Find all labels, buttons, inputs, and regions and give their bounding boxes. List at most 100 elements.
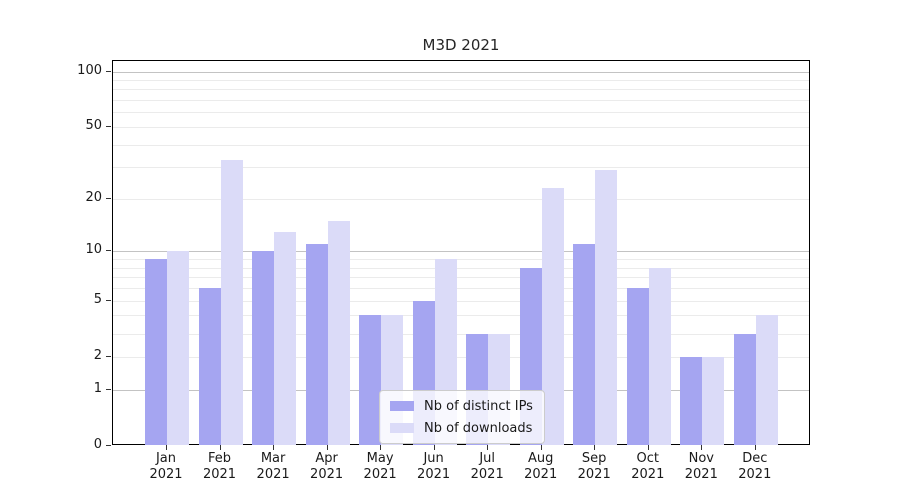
x-tick-month: Dec bbox=[742, 451, 768, 466]
x-tick-month: Sep bbox=[581, 451, 607, 466]
x-tick-month: Jul bbox=[479, 451, 496, 466]
y-tick-label-10: 10 bbox=[85, 242, 102, 258]
x-tick-month: Jun bbox=[423, 451, 444, 466]
bar-ips-may bbox=[359, 315, 382, 445]
x-tick-month: Jan bbox=[155, 451, 177, 466]
x-tick-mark-may bbox=[380, 445, 382, 450]
x-tick-mark-mar bbox=[273, 445, 275, 450]
gridline-minor-50 bbox=[113, 127, 809, 128]
bar-downloads-feb bbox=[220, 159, 243, 445]
x-tick-label-jun: Jun 2021 bbox=[402, 451, 466, 483]
bar-downloads-mar bbox=[274, 231, 297, 445]
y-tick-mark-2 bbox=[106, 355, 111, 357]
y-tick-mark-100 bbox=[106, 70, 111, 72]
bar-ips-dec bbox=[733, 333, 756, 445]
x-tick-label-apr: Apr 2021 bbox=[295, 451, 359, 483]
y-tick-mark-0 bbox=[106, 445, 111, 446]
x-tick-year: 2021 bbox=[149, 467, 183, 482]
x-tick-label-jan: Jan 2021 bbox=[134, 451, 198, 483]
bar-ips-feb bbox=[198, 288, 221, 445]
y-tick-mark-10 bbox=[106, 250, 111, 252]
legend-entry-downloads: Nb of downloads bbox=[390, 419, 533, 437]
y-tick-mark-5 bbox=[106, 299, 111, 301]
x-tick-year: 2021 bbox=[524, 467, 558, 482]
gridline-minor-4 bbox=[113, 315, 809, 317]
gridline-major-100 bbox=[113, 71, 809, 73]
gridline-minor-70 bbox=[113, 100, 809, 102]
gridline-minor-30 bbox=[113, 167, 809, 169]
legend-label-downloads: Nb of downloads bbox=[424, 420, 533, 436]
x-tick-label-mar: Mar 2021 bbox=[241, 451, 305, 483]
x-tick-month: Nov bbox=[688, 451, 714, 466]
gridline-minor-90 bbox=[113, 80, 809, 81]
bar-ips-apr bbox=[305, 244, 328, 445]
y-tick-label-5: 5 bbox=[93, 291, 102, 307]
gridline-minor-80 bbox=[113, 89, 809, 91]
x-tick-year: 2021 bbox=[684, 467, 718, 482]
legend: Nb of distinct IPs Nb of downloads bbox=[379, 390, 545, 444]
x-tick-mark-feb bbox=[219, 445, 221, 450]
legend-swatch-distinct-ips bbox=[390, 401, 414, 411]
gridline-minor-9 bbox=[113, 259, 809, 261]
y-tick-label-100: 100 bbox=[77, 62, 102, 78]
y-tick-label-1: 1 bbox=[93, 380, 102, 396]
x-tick-month: Aug bbox=[527, 451, 554, 466]
x-tick-year: 2021 bbox=[738, 467, 772, 482]
bar-ips-nov bbox=[680, 356, 703, 445]
bar-ips-jan bbox=[145, 259, 167, 445]
legend-swatch-downloads bbox=[390, 423, 414, 433]
plot-area bbox=[112, 60, 810, 445]
x-tick-month: May bbox=[366, 451, 394, 466]
y-tick-mark-20 bbox=[106, 198, 111, 199]
x-tick-label-may: May 2021 bbox=[348, 451, 412, 483]
gridline-major-10 bbox=[113, 251, 809, 253]
x-tick-year: 2021 bbox=[310, 467, 344, 482]
gridline-minor-5 bbox=[113, 300, 809, 302]
bar-downloads-aug bbox=[541, 188, 564, 445]
x-tick-mark-jul bbox=[487, 445, 489, 450]
x-tick-mark-nov bbox=[701, 445, 703, 450]
gridline-minor-3 bbox=[113, 333, 809, 335]
x-tick-label-sep: Sep 2021 bbox=[562, 451, 626, 483]
x-tick-label-jul: Jul 2021 bbox=[455, 451, 519, 483]
gridline-minor-60 bbox=[113, 112, 809, 114]
y-tick-mark-50 bbox=[106, 126, 111, 127]
gridline-minor-40 bbox=[113, 144, 809, 146]
x-tick-mark-jun bbox=[433, 445, 435, 450]
bar-downloads-oct bbox=[648, 267, 671, 445]
x-tick-label-feb: Feb 2021 bbox=[188, 451, 252, 483]
x-tick-label-nov: Nov 2021 bbox=[669, 451, 733, 483]
x-tick-mark-jan bbox=[166, 445, 167, 450]
x-tick-label-aug: Aug 2021 bbox=[509, 451, 573, 483]
legend-entry-distinct-ips: Nb of distinct IPs bbox=[390, 397, 533, 415]
gridline-minor-8 bbox=[113, 267, 809, 269]
x-tick-mark-sep bbox=[594, 445, 596, 450]
y-tick-label-50: 50 bbox=[85, 118, 102, 133]
bar-ips-mar bbox=[252, 251, 275, 445]
x-tick-year: 2021 bbox=[631, 467, 665, 482]
y-tick-label-0: 0 bbox=[93, 437, 102, 452]
bar-downloads-sep bbox=[595, 170, 618, 445]
x-tick-month: Feb bbox=[207, 451, 232, 466]
x-tick-year: 2021 bbox=[363, 467, 397, 482]
x-tick-mark-dec bbox=[754, 445, 756, 450]
y-tick-mark-1 bbox=[106, 388, 111, 390]
bar-downloads-apr bbox=[327, 221, 350, 445]
y-tick-label-20: 20 bbox=[85, 190, 102, 205]
gridline-minor-20 bbox=[113, 199, 809, 200]
legend-label-distinct-ips: Nb of distinct IPs bbox=[424, 398, 533, 414]
bar-downloads-nov bbox=[702, 356, 725, 445]
x-tick-year: 2021 bbox=[256, 467, 290, 482]
gridline-minor-6 bbox=[113, 288, 809, 290]
bar-downloads-dec bbox=[755, 315, 778, 445]
x-tick-mark-aug bbox=[540, 445, 542, 450]
x-tick-year: 2021 bbox=[202, 467, 237, 482]
x-tick-label-oct: Oct 2021 bbox=[616, 451, 680, 483]
x-tick-month: Oct bbox=[636, 451, 660, 466]
gridline-minor-2 bbox=[113, 356, 809, 358]
x-tick-mark-apr bbox=[326, 445, 328, 450]
x-tick-month: Mar bbox=[260, 451, 286, 466]
gridline-minor-7 bbox=[113, 277, 809, 279]
bar-ips-oct bbox=[626, 288, 649, 445]
